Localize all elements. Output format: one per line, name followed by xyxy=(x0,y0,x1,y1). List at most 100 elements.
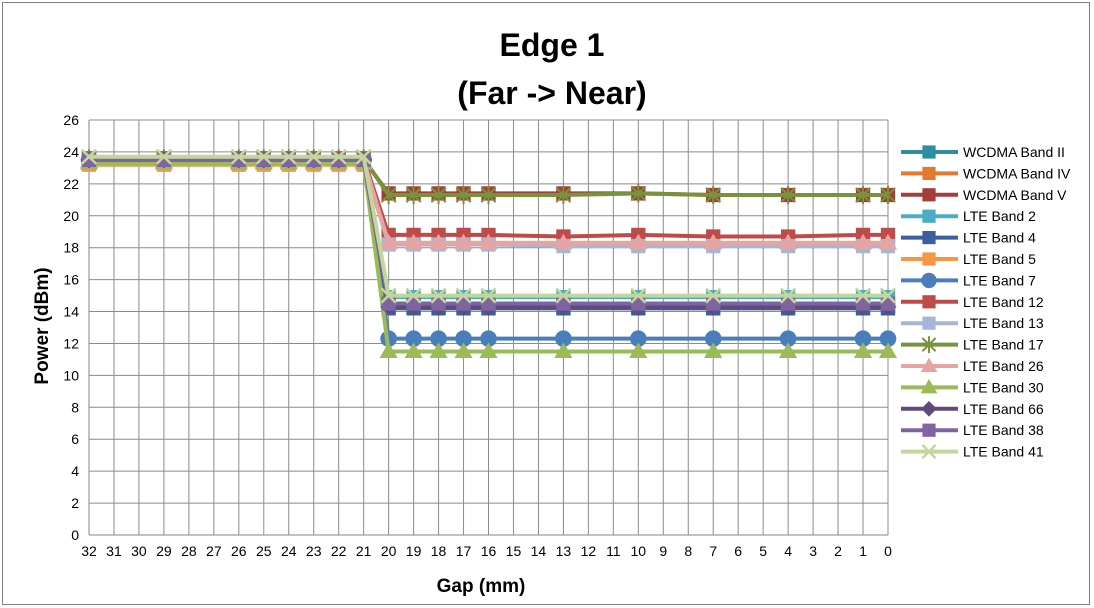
data-point xyxy=(480,185,497,205)
legend-marker xyxy=(922,295,936,309)
y-tick-label: 24 xyxy=(63,144,79,160)
data-point xyxy=(630,184,647,203)
data-point xyxy=(880,185,896,205)
legend-item: LTE Band 66 xyxy=(901,401,1044,417)
data-point xyxy=(630,287,647,304)
x-tick-label: 1 xyxy=(859,543,867,559)
x-tick-label: 17 xyxy=(456,543,472,559)
data-point xyxy=(405,287,422,304)
legend-label: LTE Band 30 xyxy=(963,379,1044,395)
data-point xyxy=(80,148,98,165)
data-point xyxy=(629,233,648,250)
data-point xyxy=(380,287,397,304)
data-point xyxy=(404,233,423,250)
data-point xyxy=(455,287,472,304)
x-tick-labels: 32 31 30 29 28 27 26 25 24 23 22 21 20 19 18 17 16 15 14 13… xyxy=(81,543,892,559)
y-tick-label: 0 xyxy=(71,527,79,543)
legend-label: WCDMA Band V xyxy=(963,187,1067,203)
legend-marker xyxy=(922,423,936,437)
x-tick-label: 4 xyxy=(784,543,792,559)
x-tick-label: 23 xyxy=(306,543,322,559)
data-point xyxy=(706,296,721,311)
legend-marker xyxy=(922,209,936,223)
data-point xyxy=(631,296,646,311)
data-point xyxy=(255,148,272,165)
legend-label: WCDMA Band II xyxy=(963,144,1065,160)
data-point xyxy=(381,296,396,311)
data-point xyxy=(705,185,722,205)
y-tick-label: 22 xyxy=(63,176,79,192)
y-tick-label: 16 xyxy=(63,272,79,288)
data-point xyxy=(855,185,871,205)
x-axis-title: Gap (mm) xyxy=(437,576,526,597)
legend-marker xyxy=(921,336,937,353)
data-point xyxy=(379,342,398,358)
x-tick-label: 26 xyxy=(231,543,247,559)
data-point xyxy=(430,185,447,205)
grid xyxy=(88,119,889,536)
x-tick-label: 16 xyxy=(481,543,497,559)
x-tick-label: 13 xyxy=(556,543,572,559)
data-point xyxy=(380,185,397,205)
legend-label: LTE Band 17 xyxy=(963,337,1044,353)
y-tick-label: 2 xyxy=(71,495,79,511)
x-tick-label: 32 xyxy=(81,543,97,559)
data-point xyxy=(780,296,796,311)
x-tick-label: 25 xyxy=(256,543,272,559)
data-point xyxy=(779,233,798,250)
data-point xyxy=(429,233,448,250)
series-lines xyxy=(79,148,898,358)
data-point xyxy=(780,185,796,205)
y-tick-label: 14 xyxy=(63,304,79,320)
legend-item: LTE Band 26 xyxy=(901,357,1044,374)
data-point xyxy=(555,185,572,205)
legend-marker xyxy=(922,166,936,180)
y-tick-label: 20 xyxy=(63,208,79,224)
legend-marker xyxy=(921,272,937,289)
data-point xyxy=(629,342,648,358)
data-point xyxy=(454,342,473,358)
data-point xyxy=(330,148,347,165)
data-point xyxy=(481,296,496,311)
legend-marker xyxy=(921,401,937,417)
legend-label: LTE Band 12 xyxy=(963,294,1044,310)
legend-label: LTE Band 7 xyxy=(963,272,1036,288)
x-tick-label: 9 xyxy=(659,543,667,559)
x-tick-label: 7 xyxy=(709,543,717,559)
x-tick-label: 15 xyxy=(506,543,522,559)
data-point xyxy=(455,185,472,205)
legend-marker xyxy=(920,357,938,372)
data-point xyxy=(779,342,798,358)
data-point xyxy=(480,287,497,304)
data-point xyxy=(556,296,571,311)
data-point xyxy=(379,233,398,250)
legend-marker xyxy=(921,444,937,460)
x-tick-label: 18 xyxy=(431,543,447,559)
legend-item: LTE Band 17 xyxy=(901,336,1044,353)
y-tick-label: 6 xyxy=(71,431,79,447)
legend-marker xyxy=(922,231,936,245)
x-tick-label: 14 xyxy=(531,543,547,559)
data-point xyxy=(704,342,723,358)
y-tick-label: 4 xyxy=(71,463,79,479)
x-tick-label: 27 xyxy=(206,543,222,559)
data-point xyxy=(430,287,447,304)
data-point xyxy=(405,185,422,205)
data-point xyxy=(406,296,421,311)
x-tick-label: 31 xyxy=(106,543,122,559)
legend-item: LTE Band 7 xyxy=(901,272,1036,288)
y-axis-title: Power (dBm) xyxy=(32,267,53,384)
x-tick-label: 6 xyxy=(734,543,742,559)
legend-marker xyxy=(922,252,936,266)
data-point xyxy=(853,342,873,358)
data-point xyxy=(555,287,572,304)
data-point xyxy=(479,233,498,250)
data-point xyxy=(355,148,372,165)
legend-label: LTE Band 2 xyxy=(963,208,1036,224)
x-tick-label: 10 xyxy=(631,543,647,559)
x-tick-label: 5 xyxy=(759,543,767,559)
data-point xyxy=(855,296,871,311)
x-tick-label: 24 xyxy=(281,543,297,559)
legend-item: LTE Band 4 xyxy=(901,230,1036,246)
